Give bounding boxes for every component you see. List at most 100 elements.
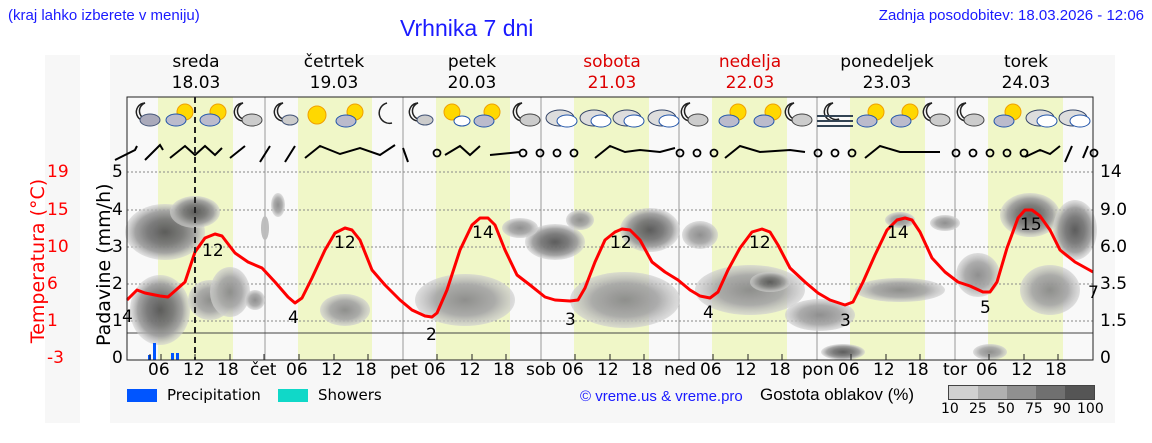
x-tick: ned [664,360,697,380]
cloudy-icon [1025,109,1058,128]
density-level: 100 [1077,401,1104,417]
cloud-height-tick: 3.5 [1100,274,1128,294]
x-tick: sob [526,360,557,380]
cloud-height-tick: 14 [1100,162,1122,182]
x-tick: 06 [976,360,998,380]
moon-cloud-icon [512,102,541,127]
sun-cloud-icon [856,103,885,128]
svg-text:3: 3 [565,310,576,330]
temp-tick: 6 [47,274,58,294]
showers-swatch [278,388,308,402]
temp-tick: 15 [47,200,69,220]
x-tick: 18 [493,360,515,380]
location-hint: (kraj lahko izberete v meniju) [8,7,200,24]
x-tick: 12 [321,360,343,380]
x-tick: čet [250,360,277,380]
cloud-height-tick: 6.0 [1100,237,1128,257]
x-tick: 06 [148,360,170,380]
cloud-density-colorbar [948,385,1095,400]
svg-text:7: 7 [1088,283,1099,303]
calm-wind-circles [432,148,1099,158]
precip-tick: 2 [112,274,123,294]
precip-tick: 0 [112,348,123,368]
temperature-line [125,208,1094,319]
wind-barbs-row [114,143,1089,163]
cloud-height-tick: 0 [1100,348,1111,368]
x-tick: 12 [873,360,895,380]
density-level: 75 [1025,401,1043,417]
svg-text:5: 5 [980,298,991,318]
precip-tick: 4 [112,200,123,220]
moon-cloud-icon [922,102,951,127]
moon-rain-cloud-icon [135,102,161,127]
x-tick: 12 [735,360,757,380]
sun-cloud-icon [718,103,747,128]
sun-cloud-rain-icon [165,103,194,127]
svg-text:14: 14 [472,223,494,243]
x-tick: tor [943,360,968,380]
svg-text:3: 3 [840,311,851,331]
day-header: četrtek 19.03 [303,52,365,93]
sun-icon [307,105,327,125]
x-tick: 18 [769,360,791,380]
x-tick: 18 [1045,360,1067,380]
x-tick: 12 [1011,360,1033,380]
sun-cloud-icon [993,103,1022,128]
svg-text:15: 15 [1020,215,1042,235]
cloudy-icon [647,109,680,128]
cloud-height-tick: 9.0 [1100,200,1128,220]
moon-cloud-icon [956,102,985,127]
temp-tick: 19 [47,162,69,182]
svg-text:4: 4 [288,308,299,328]
density-level: 10 [941,401,959,417]
moon-cloud-icon [784,102,813,127]
precip-tick: 5 [112,162,123,182]
day-header: petek 20.03 [447,52,497,93]
x-tick: 18 [217,360,239,380]
x-tick: 18 [631,360,653,380]
svg-text:12: 12 [610,233,632,253]
density-level: 50 [997,401,1015,417]
last-updated: Zadnja posodobitev: 18.03.2026 - 12:06 [878,7,1144,24]
sun-cloud-icon [443,103,471,127]
cloud-height-tick: 1.5 [1100,311,1128,331]
moon-cloud-icon [680,102,709,127]
x-tick: 12 [183,360,205,380]
legend-showers: Showers [278,386,382,404]
x-tick: 06 [838,360,860,380]
svg-text:4: 4 [122,307,133,327]
temp-tick: 10 [47,237,69,257]
sun-cloud-icon [199,103,227,127]
precip-tick: 3 [112,237,123,257]
temp-tick: 1 [47,311,58,331]
day-header-weekend: nedelja 22.03 [718,52,782,93]
page-title: Vrhnika 7 dni [400,15,534,41]
sun-cloud-icon [473,103,501,128]
x-tick: 12 [597,360,619,380]
svg-text:2: 2 [426,325,437,345]
temperature-axis-label: Temperatura (°C) [27,178,49,344]
moon-cloud-icon [273,102,299,126]
x-tick: 06 [562,360,584,380]
cloudy-icon [579,109,612,128]
temperature-axis-panel [45,55,80,423]
x-tick: 06 [424,360,446,380]
legend-precipitation: Precipitation [127,386,261,404]
moon-cloud-icon [408,102,434,126]
weather-icons-row [135,102,1091,128]
svg-text:4: 4 [703,303,714,323]
day-header-weekend: sobota 21.03 [583,52,641,93]
temperature-value-labels: 4 12 4 12 2 14 3 12 4 12 3 14 5 15 7 [122,215,1099,345]
precipitation-swatch [127,388,157,402]
day-header: torek 24.03 [1001,52,1051,93]
x-tick: 06 [700,360,722,380]
copyright-link[interactable]: © vreme.us & vreme.pro [580,388,743,405]
moon-fog-icon [817,102,853,127]
x-tick: 06 [286,360,308,380]
svg-text:14: 14 [887,223,909,243]
cloudy-icon [612,109,645,128]
x-tick: pon [802,360,834,380]
cloudy-icon [1058,109,1091,128]
sun-cloud-icon [753,103,782,128]
